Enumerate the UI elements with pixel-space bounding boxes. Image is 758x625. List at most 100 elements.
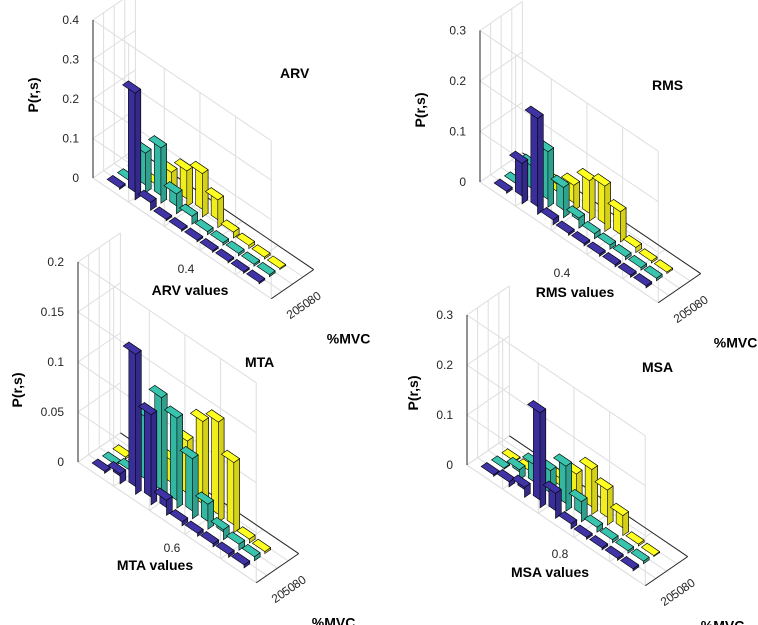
bar-80-7 (205, 409, 225, 523)
grid-line (479, 181, 659, 304)
bar-20-2 (122, 80, 142, 201)
bar-50-8 (225, 240, 245, 257)
bar-50-9 (225, 531, 246, 551)
bar-20-5 (542, 480, 562, 519)
bar-20-1 (91, 458, 111, 474)
bar-face (602, 252, 622, 266)
bar-face (591, 173, 612, 187)
bar-face (493, 178, 513, 192)
bar-face (210, 517, 230, 531)
bar-50-10 (241, 543, 261, 562)
bar-face (609, 502, 630, 516)
bar-20-10 (633, 272, 653, 289)
bar-50-5 (178, 203, 199, 225)
bar-20-4 (527, 399, 547, 509)
subplot-title: MSA (642, 359, 673, 375)
bar-face (153, 487, 173, 501)
bar-face (524, 105, 544, 119)
bar-20-4 (540, 206, 560, 226)
bar-face (633, 273, 653, 287)
bar-50-10 (643, 265, 663, 282)
bar-20-2 (107, 460, 127, 485)
bar-face (122, 341, 142, 355)
grid-line (466, 285, 646, 437)
bar-20-10 (231, 551, 251, 569)
bar-80-10 (653, 259, 674, 275)
bar-face (215, 541, 235, 555)
z-tick-label: 0.3 (449, 24, 466, 38)
bar-50-9 (627, 254, 648, 271)
bar-face (573, 524, 593, 538)
bar-80-4 (560, 172, 581, 212)
bar-20-4 (138, 401, 158, 506)
bar-face (160, 143, 167, 204)
grid-line (92, 177, 272, 300)
bar-face (220, 449, 241, 463)
grid-line (466, 335, 646, 487)
bar-50-6 (568, 488, 588, 523)
z-tick-label: 0 (446, 458, 453, 472)
bar-20-10 (620, 555, 640, 572)
bar-face (511, 474, 531, 488)
z-tick-label: 0.3 (62, 53, 79, 67)
bar-80-8 (622, 234, 643, 254)
bar-face (138, 402, 158, 416)
bar-face (251, 244, 271, 258)
bar-face (240, 251, 261, 265)
bar-face (581, 220, 601, 235)
y-axis-line (255, 553, 299, 584)
bar-face (552, 453, 573, 467)
bar-face (192, 454, 199, 520)
bar-80-9 (236, 526, 256, 544)
bar-20-5 (555, 220, 575, 236)
bar-20-3 (511, 474, 531, 498)
bar-face (153, 206, 173, 220)
grid-line (92, 29, 272, 181)
bar-face (619, 207, 627, 243)
bar-face (225, 531, 246, 545)
bar-face (594, 477, 614, 491)
bar-face (184, 520, 204, 534)
bar-20-10 (246, 269, 266, 285)
bar-50-6 (194, 218, 214, 236)
bar-face (506, 457, 526, 471)
bar-face (490, 455, 511, 469)
bar-face (122, 80, 142, 94)
z-tick-label: 0 (57, 455, 64, 469)
bar-face (231, 552, 251, 566)
bar-face (225, 240, 245, 254)
bar-face (107, 461, 127, 475)
bar-80-7 (220, 219, 240, 239)
x-axis-label: MSA values (511, 564, 589, 580)
bar-20-6 (571, 230, 591, 247)
bar-face (638, 248, 658, 262)
bar-face (617, 262, 637, 276)
bar-80-9 (625, 531, 645, 547)
z-tick-label: 0 (459, 175, 466, 189)
z-axis-label: P(r,s) (412, 92, 428, 127)
bar-80-9 (251, 244, 271, 260)
bar-20-9 (230, 258, 250, 274)
bar-face (205, 409, 225, 423)
bar-face (194, 491, 215, 505)
y-axis-line (270, 269, 314, 300)
bar-face (596, 232, 617, 246)
bar-face (607, 199, 627, 213)
bar-20-5 (153, 487, 173, 516)
bar-face (539, 408, 547, 509)
bar-face (555, 220, 575, 234)
x-tick-label: 0.4 (554, 266, 571, 280)
bar-50-8 (599, 526, 619, 544)
bar-50-1 (490, 455, 511, 470)
bar-face (235, 232, 256, 246)
bar-face (565, 461, 572, 512)
bar-face (215, 248, 235, 262)
bar-50-5 (552, 453, 573, 512)
y-axis-line (657, 273, 701, 304)
z-axis-label: P(r,s) (405, 375, 421, 410)
bar-80-6 (578, 456, 599, 516)
x-tick-label: 0.6 (164, 541, 181, 555)
